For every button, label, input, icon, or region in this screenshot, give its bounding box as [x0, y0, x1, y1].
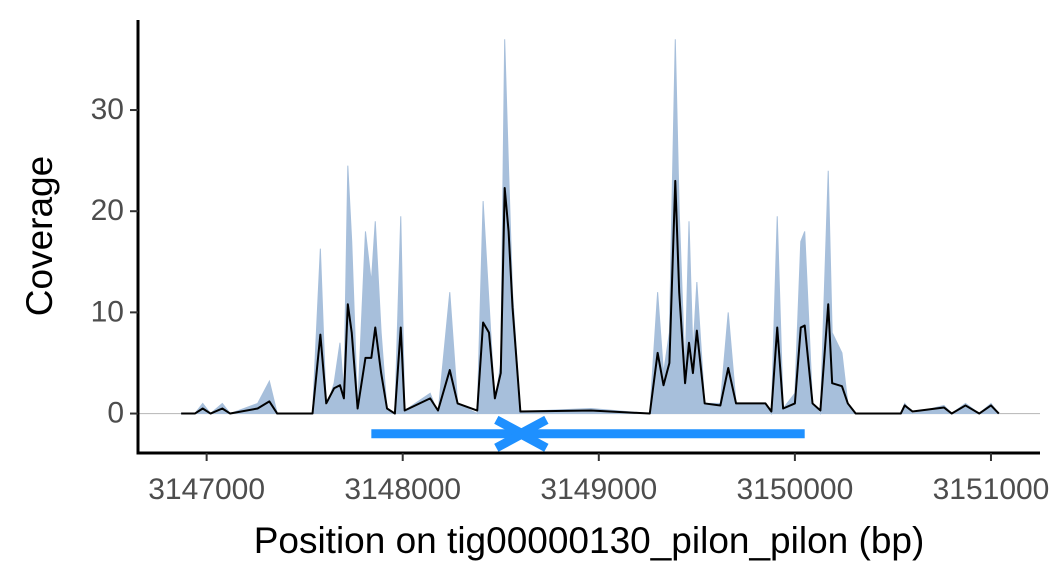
y-tick-label: 10: [91, 295, 124, 328]
gene-arrow-head: [510, 415, 549, 452]
x-tick-label: 3150000: [736, 473, 853, 506]
gene-arrow: [510, 415, 805, 452]
x-tick-label: 3147000: [148, 473, 265, 506]
y-axis-title: Coverage: [19, 156, 60, 316]
y-tick-label: 30: [91, 93, 124, 126]
x-tick-label: 3148000: [344, 473, 461, 506]
y-tick-label: 20: [91, 194, 124, 227]
x-axis-title: Position on tig00000130_pilon_pilon (bp): [254, 520, 925, 561]
x-tick-label: 3149000: [540, 473, 657, 506]
y-tick-label: 0: [107, 396, 124, 429]
coverage-area: [180, 39, 1000, 416]
gene-arrow: [371, 415, 532, 452]
x-tick-label: 3151000: [933, 473, 1050, 506]
coverage-line: [181, 179, 1000, 415]
